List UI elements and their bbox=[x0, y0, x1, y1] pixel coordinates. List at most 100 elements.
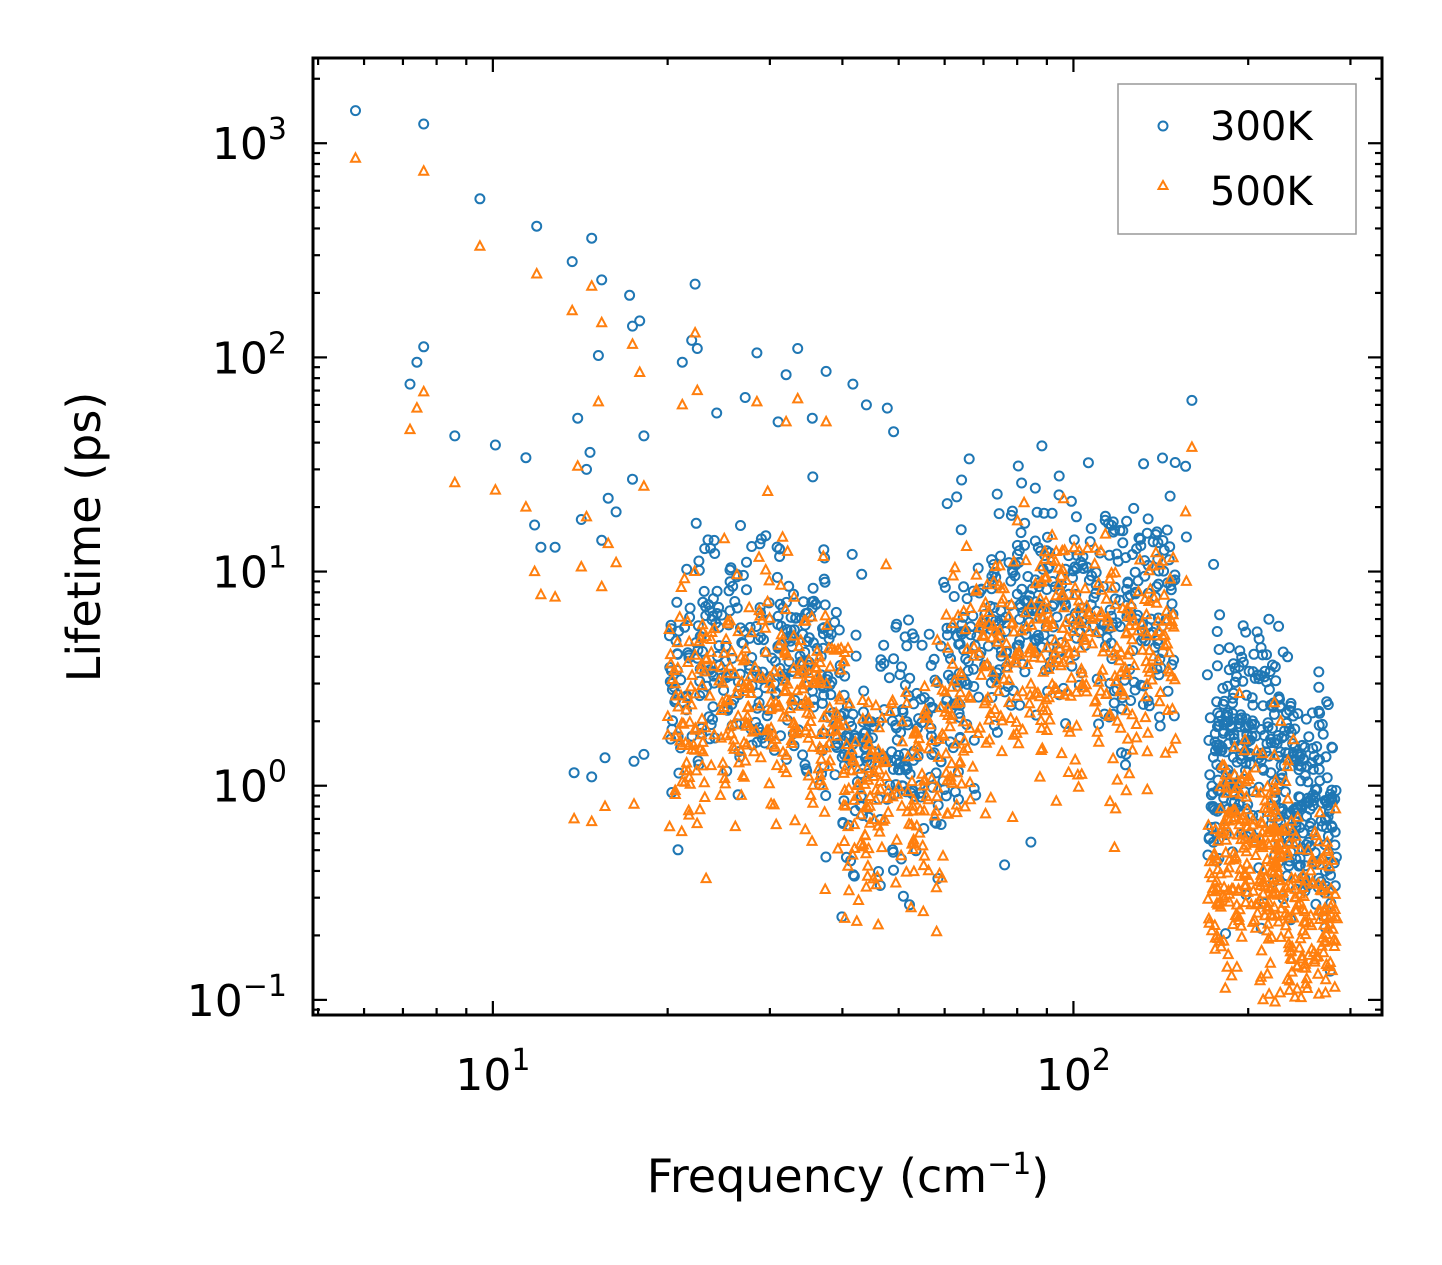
point-300k-1128 bbox=[1309, 791, 1321, 803]
point-300k-1327 bbox=[1225, 719, 1237, 731]
point-500k-401 bbox=[842, 749, 855, 761]
point-300k-1353 bbox=[1212, 721, 1224, 733]
point-500k-679 bbox=[699, 871, 713, 884]
point-500k-849 bbox=[671, 723, 685, 735]
point-500k-1318 bbox=[1283, 835, 1296, 848]
point-500k-665 bbox=[982, 617, 996, 629]
point-500k-903 bbox=[1027, 650, 1041, 662]
point-500k-1200 bbox=[1308, 825, 1322, 837]
point-500k-1193 bbox=[1308, 952, 1321, 965]
point-300k-463 bbox=[811, 642, 823, 654]
point-300k-1329 bbox=[1263, 613, 1275, 625]
point-500k-7 bbox=[626, 337, 639, 349]
point-300k-847 bbox=[1053, 470, 1065, 482]
point-300k-888 bbox=[993, 508, 1005, 520]
point-500k-1310 bbox=[1205, 870, 1219, 883]
point-500k-853 bbox=[885, 696, 898, 708]
point-300k-51 bbox=[1180, 460, 1192, 472]
point-500k-582 bbox=[669, 787, 682, 799]
point-500k-1320 bbox=[1274, 930, 1288, 942]
point-300k-580 bbox=[1016, 583, 1028, 595]
point-500k-1329 bbox=[1258, 801, 1271, 814]
point-500k-1046 bbox=[1317, 918, 1330, 930]
point-500k-869 bbox=[959, 622, 972, 635]
point-500k-1202 bbox=[1321, 959, 1335, 972]
point-500k-1308 bbox=[1239, 867, 1252, 879]
point-300k-177 bbox=[1082, 457, 1094, 469]
point-500k-465 bbox=[945, 756, 958, 769]
point-300k-12 bbox=[489, 439, 501, 451]
point-500k-363 bbox=[831, 841, 845, 854]
point-300k-215 bbox=[1164, 490, 1176, 502]
point-300k-894 bbox=[819, 576, 831, 588]
point-500k-421 bbox=[1043, 712, 1056, 725]
point-500k-882 bbox=[819, 882, 832, 894]
point-500k-1221 bbox=[1324, 881, 1338, 894]
point-500k-1275 bbox=[1288, 902, 1302, 915]
point-500k-1330 bbox=[1320, 927, 1333, 940]
point-500k-670 bbox=[1103, 709, 1116, 721]
point-500k-151 bbox=[943, 719, 957, 732]
point-500k-220 bbox=[719, 776, 732, 789]
point-500k-1305 bbox=[1268, 783, 1281, 795]
point-500k-225 bbox=[913, 825, 926, 838]
point-500k-1204 bbox=[1240, 878, 1253, 890]
point-500k-724 bbox=[1130, 730, 1143, 743]
point-500k-863 bbox=[1161, 703, 1174, 715]
point-500k-1214 bbox=[1313, 912, 1327, 924]
point-500k-89 bbox=[854, 807, 867, 820]
point-500k-1277 bbox=[1236, 811, 1249, 824]
point-500k-246 bbox=[846, 847, 859, 860]
point-500k-1210 bbox=[1293, 940, 1306, 953]
point-500k-932 bbox=[997, 645, 1010, 658]
point-500k-695 bbox=[679, 702, 693, 715]
point-300k-1340 bbox=[1273, 620, 1285, 632]
point-500k-204 bbox=[869, 698, 883, 711]
point-500k-902 bbox=[1141, 726, 1155, 738]
point-300k-687 bbox=[1111, 548, 1123, 560]
point-500k-740 bbox=[918, 803, 931, 816]
point-500k-803 bbox=[993, 558, 1006, 571]
point-300k-437 bbox=[1166, 598, 1178, 610]
point-500k-834 bbox=[900, 864, 913, 877]
point-500k-139 bbox=[806, 796, 820, 808]
point-500k-839 bbox=[800, 705, 814, 718]
point-500k-864 bbox=[834, 692, 847, 705]
point-500k-36 bbox=[750, 394, 764, 407]
point-300k-752 bbox=[935, 819, 947, 830]
point-500k-916 bbox=[786, 693, 799, 705]
point-300k-861 bbox=[1005, 575, 1017, 587]
point-500k-880 bbox=[958, 799, 972, 812]
point-500k-229 bbox=[1067, 540, 1081, 553]
point-500k-1328 bbox=[1282, 936, 1295, 949]
point-500k-302 bbox=[755, 613, 769, 625]
point-500k-783 bbox=[1057, 491, 1070, 504]
point-500k-1062 bbox=[1212, 931, 1225, 943]
point-500k-590 bbox=[987, 619, 1000, 631]
point-300k-695 bbox=[958, 581, 970, 593]
legend-label-300k: 300K bbox=[1210, 104, 1314, 150]
point-500k-392 bbox=[669, 783, 682, 796]
point-300k-832 bbox=[941, 622, 953, 634]
point-500k-65 bbox=[872, 917, 885, 930]
point-500k-365 bbox=[778, 684, 791, 697]
point-300k-1133 bbox=[1268, 708, 1280, 720]
point-300k-163 bbox=[888, 864, 899, 876]
point-500k-929 bbox=[800, 696, 813, 708]
point-300k-1339 bbox=[1281, 707, 1292, 719]
point-500k-611 bbox=[717, 646, 731, 658]
point-500k-267 bbox=[904, 900, 918, 913]
point-500k-870 bbox=[1061, 629, 1074, 642]
point-500k-232 bbox=[787, 628, 800, 641]
point-300k-950 bbox=[709, 548, 721, 559]
point-500k-631 bbox=[661, 709, 674, 721]
point-500k-719 bbox=[872, 762, 885, 775]
point-500k-1232 bbox=[1219, 845, 1232, 858]
point-500k-1030 bbox=[1281, 844, 1295, 857]
point-300k-4 bbox=[586, 232, 598, 244]
point-500k-628 bbox=[741, 700, 754, 713]
point-500k-101 bbox=[1055, 569, 1068, 581]
point-500k-123 bbox=[906, 798, 919, 811]
point-300k-617 bbox=[1128, 676, 1140, 688]
point-500k-605 bbox=[707, 659, 720, 671]
